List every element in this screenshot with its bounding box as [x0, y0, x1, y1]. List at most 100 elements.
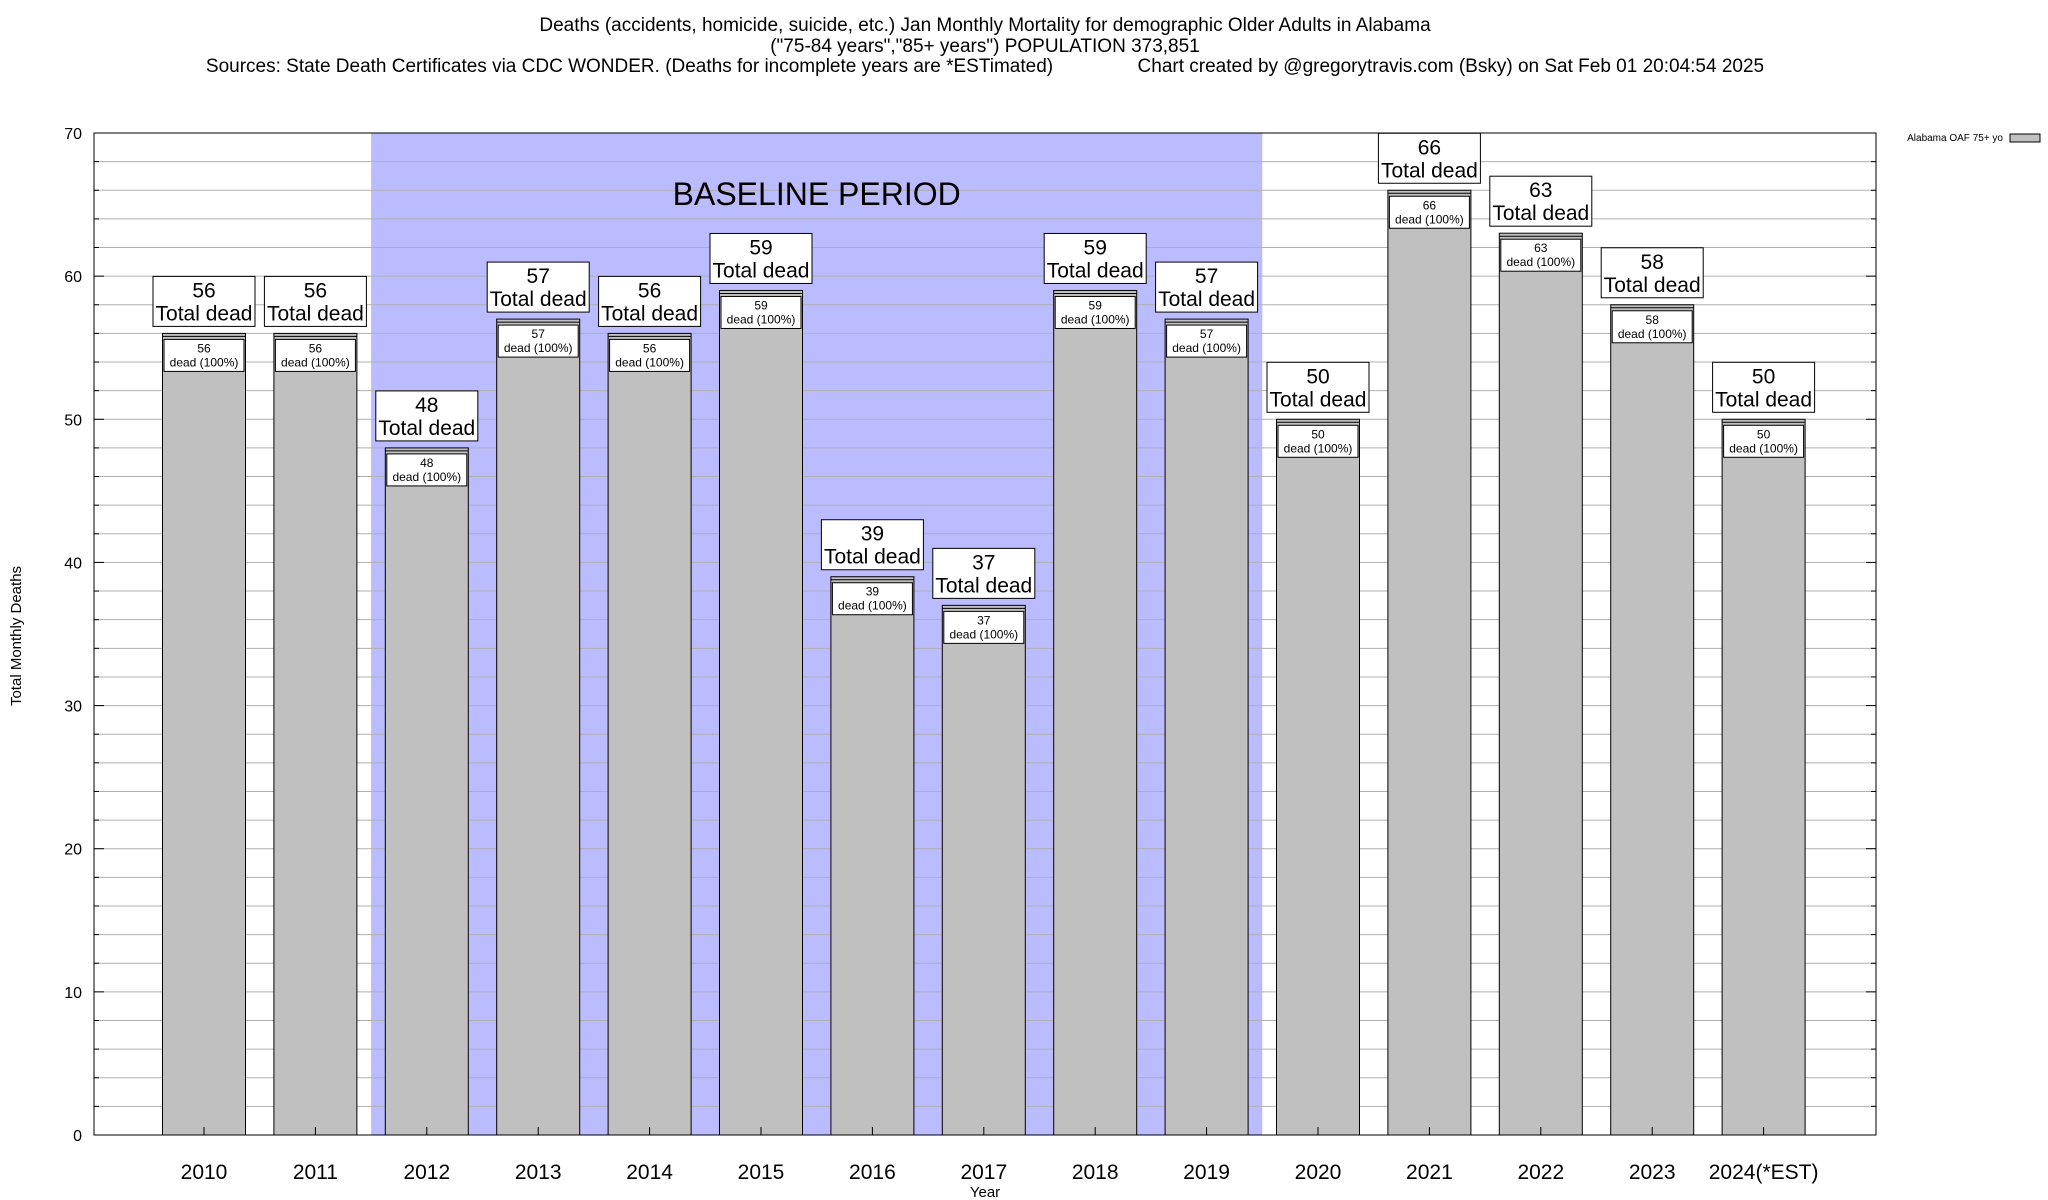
- x-tick-label-2015: 2015: [738, 1161, 785, 1184]
- x-tick-label-2024(*EST): 2024(*EST): [1709, 1161, 1819, 1184]
- top-label-value: 66: [1418, 136, 1441, 159]
- x-tick-label-2014: 2014: [626, 1161, 673, 1184]
- x-tick-label-2019: 2019: [1183, 1161, 1230, 1184]
- inner-label-box: [163, 338, 245, 372]
- bar-2023: [1610, 304, 1695, 1136]
- inner-label-text: dead (100%): [281, 355, 350, 369]
- top-label-value: 39: [861, 523, 884, 546]
- baseline-period-label: BASELINE PERIOD: [673, 176, 961, 212]
- bar-2015: [719, 289, 803, 1136]
- bar-2019: [1164, 318, 1249, 1136]
- bar-2017: [941, 604, 1026, 1136]
- top-label-box: [1266, 361, 1370, 413]
- chart-subtitle: ("75-84 years","85+ years") POPULATION 3…: [770, 36, 1200, 57]
- top-label-value: 56: [192, 279, 215, 302]
- inner-label-text: dead (100%): [1061, 312, 1130, 326]
- top-label-text: Total dead: [1492, 202, 1589, 225]
- inner-label-value: 56: [197, 341, 211, 355]
- inner-label-box: [1277, 424, 1359, 458]
- inner-label-text: dead (100%): [1395, 212, 1464, 226]
- top-label-box: [486, 261, 590, 313]
- bar-2018: [1053, 289, 1138, 1136]
- inner-label-text: dead (100%): [1729, 441, 1798, 455]
- inner-label-box: [1611, 310, 1693, 344]
- inner-label-value: 57: [1200, 327, 1214, 341]
- x-tick-label-2020: 2020: [1295, 1161, 1342, 1184]
- x-tick-label-2010: 2010: [181, 1161, 228, 1184]
- inner-label-box: [1166, 324, 1248, 358]
- chart-title: Deaths (accidents, homicide, suicide, et…: [539, 15, 1431, 36]
- top-label-box: [1489, 175, 1593, 227]
- x-tick-label-2023: 2023: [1629, 1161, 1676, 1184]
- top-label-box: [932, 547, 1036, 599]
- top-label-value: 50: [1306, 365, 1329, 388]
- x-tick-label-2012: 2012: [403, 1161, 450, 1184]
- top-label-value: 57: [527, 265, 550, 288]
- inner-label-text: dead (100%): [1506, 255, 1575, 269]
- top-label-box: [1712, 361, 1816, 413]
- inner-label-box: [609, 338, 691, 372]
- top-label-text: Total dead: [267, 302, 364, 325]
- bars: [162, 189, 1806, 1136]
- top-label-text: Total dead: [378, 417, 475, 440]
- x-tick-label-2011: 2011: [293, 1161, 338, 1184]
- inner-label-box: [274, 338, 356, 372]
- inner-label-box: [386, 453, 468, 487]
- top-label-box: [1043, 232, 1147, 284]
- top-label-value: 48: [415, 394, 438, 417]
- inner-label-value: 59: [1089, 298, 1103, 312]
- inner-label-text: dead (100%): [949, 627, 1018, 641]
- top-label-box: [1600, 247, 1704, 299]
- y-tick-label: 30: [64, 699, 82, 716]
- top-label-text: Total dead: [601, 302, 698, 325]
- bar-2016: [830, 576, 915, 1136]
- top-label-value: 56: [304, 279, 327, 302]
- inner-label-box: [720, 295, 802, 329]
- top-label-text: Total dead: [490, 288, 587, 311]
- y-tick-label: 50: [64, 412, 82, 429]
- top-label-box: [152, 275, 256, 327]
- bar-2021: [1387, 189, 1472, 1136]
- top-label-text: Total dead: [1715, 388, 1812, 411]
- inner-label-value: 58: [1646, 313, 1660, 327]
- inner-label-value: 56: [309, 341, 323, 355]
- inner-label-value: 56: [643, 341, 657, 355]
- x-tick-label-2021: 2021: [1406, 1161, 1453, 1184]
- top-label-text: Total dead: [1270, 388, 1367, 411]
- x-tick-label-2013: 2013: [515, 1161, 562, 1184]
- top-label-text: Total dead: [1381, 159, 1478, 182]
- top-label-box: [1377, 132, 1481, 184]
- inner-label-text: dead (100%): [1284, 441, 1353, 455]
- top-label-text: Total dead: [1047, 259, 1144, 282]
- inner-label-value: 37: [977, 613, 991, 627]
- top-label-box: [820, 519, 924, 571]
- x-tick-label-2022: 2022: [1517, 1161, 1564, 1184]
- top-label-value: 37: [972, 551, 995, 574]
- bar-2013: [496, 318, 581, 1136]
- top-label-text: Total dead: [156, 302, 253, 325]
- inner-label-box: [1054, 295, 1136, 329]
- inner-label-value: 50: [1757, 427, 1771, 441]
- y-tick-label: 0: [73, 1128, 82, 1145]
- bar-2011: [273, 332, 358, 1136]
- inner-label-text: dead (100%): [392, 470, 461, 484]
- inner-label-value: 66: [1423, 198, 1437, 212]
- top-label-box: [375, 390, 479, 442]
- bar-2020: [1276, 418, 1360, 1136]
- inner-label-box: [943, 610, 1025, 644]
- inner-label-text: dead (100%): [1172, 341, 1241, 355]
- legend-label: Alabama OAF 75+ yo: [1907, 133, 2003, 144]
- plot-frame: [93, 132, 1877, 1136]
- y-tick-label: 60: [64, 269, 82, 286]
- x-tick-label-2017: 2017: [960, 1161, 1007, 1184]
- x-tick-label-2018: 2018: [1072, 1161, 1119, 1184]
- top-label-value: 50: [1752, 365, 1775, 388]
- top-label-box: [598, 275, 702, 327]
- x-axis: 2010 2011 2012 2013 2014 2015 2016 2017 2018 2019…: [181, 1127, 1819, 1184]
- inner-label-text: dead (100%): [1618, 327, 1687, 341]
- inner-label-text: dead (100%): [170, 355, 239, 369]
- y-axis-title: Total Monthly Deaths: [8, 566, 25, 706]
- top-label-box: [263, 275, 367, 327]
- x-axis-title: Year: [970, 1184, 1000, 1200]
